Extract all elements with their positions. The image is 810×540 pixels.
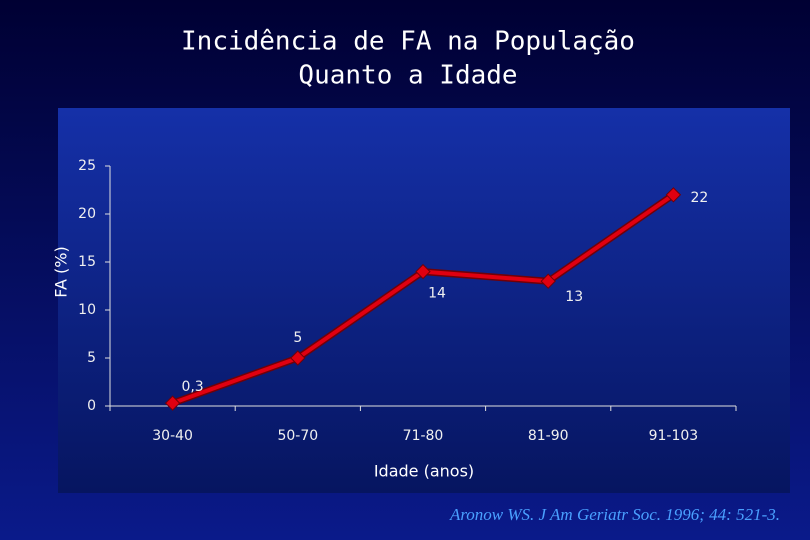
x-axis-label: Idade (anos) xyxy=(374,462,474,481)
marker xyxy=(164,395,181,411)
y-tick-label: 25 xyxy=(78,158,96,174)
value-label: 14 xyxy=(428,286,446,302)
chart-title: Quanto a Idade xyxy=(298,61,517,91)
y-tick-label: 10 xyxy=(78,302,96,318)
marker xyxy=(415,263,431,280)
y-tick-label: 0 xyxy=(87,398,96,414)
x-tick-label: 91-103 xyxy=(649,428,699,444)
x-tick-label: 50-70 xyxy=(277,428,318,444)
y-tick-label: 15 xyxy=(78,254,96,270)
x-tick-label: 30-40 xyxy=(152,428,193,444)
marker xyxy=(290,350,306,366)
x-tick-label: 81-90 xyxy=(528,428,569,444)
y-axis-label: FA (%) xyxy=(52,246,71,297)
marker xyxy=(665,187,682,203)
value-label: 5 xyxy=(293,330,302,346)
value-label: 13 xyxy=(565,289,583,305)
chart-title: Incidência de FA na População xyxy=(181,27,635,57)
plot-panel xyxy=(58,108,790,493)
source: Aronow WS. J Am Geriatr Soc. 1996; 44: 5… xyxy=(449,505,780,524)
y-tick-label: 5 xyxy=(87,350,96,366)
value-label: 22 xyxy=(690,190,708,206)
marker xyxy=(540,273,556,289)
y-tick-label: 20 xyxy=(78,206,96,222)
x-tick-label: 71-80 xyxy=(403,428,444,444)
value-label: 0,3 xyxy=(181,379,203,395)
